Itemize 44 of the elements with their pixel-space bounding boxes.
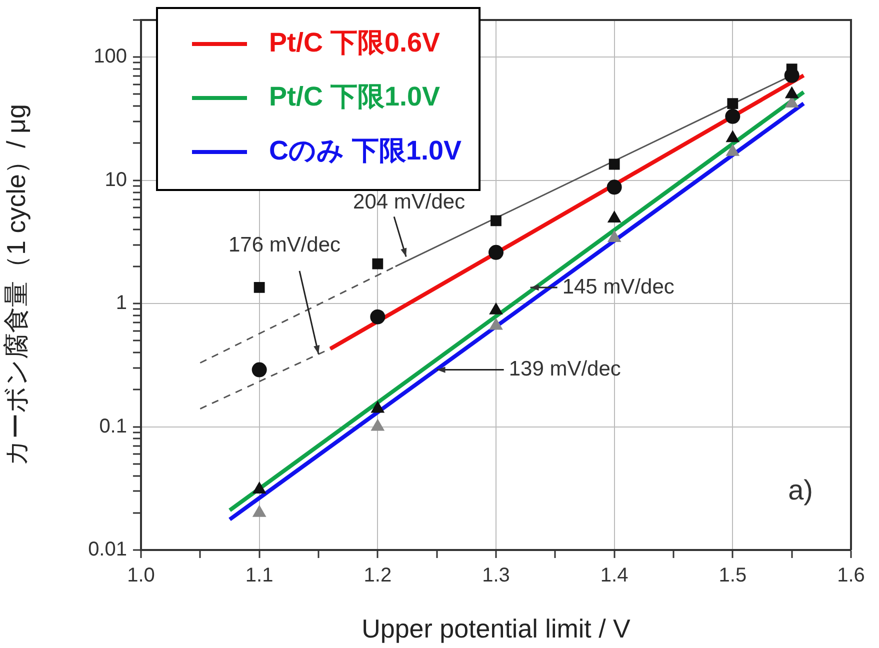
- point: [726, 130, 740, 142]
- y-tick-label: 0.01: [88, 538, 127, 561]
- x-tick-label: 1.6: [837, 564, 865, 587]
- point: [726, 144, 740, 156]
- y-tick-label: 1: [116, 292, 127, 314]
- x-tick-label: 1.1: [245, 564, 274, 587]
- point: [606, 180, 622, 195]
- x-tick-label: 1.5: [718, 564, 747, 587]
- point: [489, 302, 503, 314]
- annotation: 176 mV/dec: [228, 234, 341, 257]
- point: [371, 419, 384, 431]
- point: [370, 309, 386, 324]
- annotation: 145 mV/dec: [562, 275, 674, 298]
- x-tick-label: 1.4: [600, 564, 628, 587]
- point: [608, 230, 621, 242]
- point: [254, 282, 265, 293]
- annotation: 139 mV/dec: [508, 358, 621, 381]
- point: [785, 86, 798, 98]
- point: [608, 158, 620, 170]
- legend-label: Cのみ 下限1.0V: [269, 135, 462, 166]
- x-tick-label: 1.2: [364, 564, 392, 587]
- point: [489, 318, 503, 330]
- point: [252, 505, 266, 517]
- legend-label: Pt/C 下限1.0V: [269, 81, 440, 112]
- point: [372, 258, 384, 270]
- point: [725, 108, 740, 124]
- legend-label: Pt/C 下限0.6V: [269, 27, 440, 58]
- point: [727, 98, 738, 109]
- annotation: 204 mV/dec: [353, 190, 466, 214]
- y-axis-title: カーボン腐食量（1 cycle）/ μg: [0, 104, 31, 466]
- annotation: a): [788, 474, 813, 506]
- point: [252, 482, 266, 494]
- point: [608, 210, 621, 222]
- point: [488, 244, 504, 260]
- point: [252, 362, 267, 378]
- y-tick-label: 100: [94, 46, 127, 68]
- point: [490, 215, 502, 226]
- y-tick-label: 0.1: [99, 415, 127, 438]
- x-tick-label: 1.3: [482, 564, 510, 587]
- x-axis-title: Upper potential limit / V: [362, 614, 632, 644]
- x-tick-label: 1.0: [127, 564, 155, 587]
- point: [785, 96, 798, 108]
- y-tick-label: 10: [104, 168, 127, 191]
- point: [371, 401, 384, 413]
